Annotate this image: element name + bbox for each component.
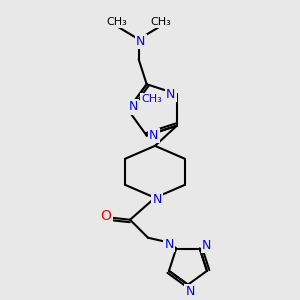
Text: N: N [202,239,211,252]
Text: N: N [164,238,174,251]
Text: N: N [149,129,158,142]
Text: N: N [166,88,176,100]
Text: CH₃: CH₃ [106,17,127,27]
Text: CH₃: CH₃ [142,94,162,104]
Text: N: N [136,35,146,48]
Text: N: N [152,193,162,206]
Text: N: N [185,285,195,298]
Text: CH₃: CH₃ [150,17,171,27]
Text: O: O [100,209,112,223]
Text: N: N [128,100,138,113]
